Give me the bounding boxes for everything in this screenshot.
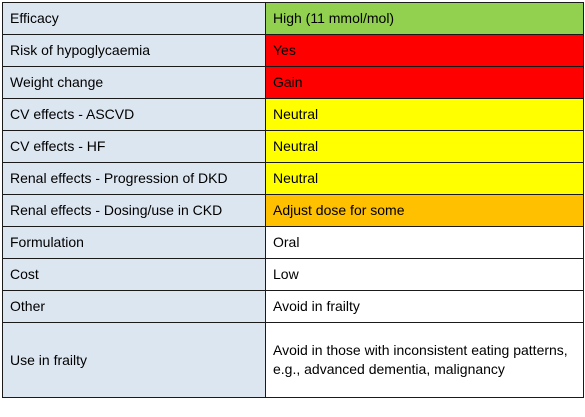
row-label: CV effects - HF xyxy=(2,130,266,163)
row-value: Avoid in frailty xyxy=(265,290,584,323)
row-label: Renal effects - Dosing/use in CKD xyxy=(2,194,266,227)
table-row-use-in-frailty: Use in frailty Avoid in those with incon… xyxy=(2,322,584,398)
table-row-cost: Cost Low xyxy=(2,258,584,291)
drug-profile-table: Efficacy High (11 mmol/mol) Risk of hypo… xyxy=(2,2,584,398)
row-label: Cost xyxy=(2,258,266,291)
row-label: CV effects - ASCVD xyxy=(2,98,266,131)
row-value: Adjust dose for some xyxy=(265,194,584,227)
row-label: Use in frailty xyxy=(2,322,266,398)
row-value: Yes xyxy=(265,34,584,67)
table-row-efficacy: Efficacy High (11 mmol/mol) xyxy=(2,2,584,35)
row-value: Neutral xyxy=(265,98,584,131)
table-row-renal-dosing-ckd: Renal effects - Dosing/use in CKD Adjust… xyxy=(2,194,584,227)
row-value: Low xyxy=(265,258,584,291)
row-label: Renal effects - Progression of DKD xyxy=(2,162,266,195)
row-label: Other xyxy=(2,290,266,323)
drug-profile-table-body: Efficacy High (11 mmol/mol) Risk of hypo… xyxy=(2,2,584,398)
row-value: Neutral xyxy=(265,130,584,163)
table-row-cv-effects-hf: CV effects - HF Neutral xyxy=(2,130,584,163)
row-value: Neutral xyxy=(265,162,584,195)
table-row-formulation: Formulation Oral xyxy=(2,226,584,259)
row-label: Formulation xyxy=(2,226,266,259)
table-row-weight-change: Weight change Gain xyxy=(2,66,584,99)
row-value: High (11 mmol/mol) xyxy=(265,2,584,35)
drug-profile-table-wrapper: Efficacy High (11 mmol/mol) Risk of hypo… xyxy=(2,2,584,398)
row-value: Avoid in those with inconsistent eating … xyxy=(265,322,584,398)
table-row-risk-of-hypoglycaemia: Risk of hypoglycaemia Yes xyxy=(2,34,584,67)
row-label: Risk of hypoglycaemia xyxy=(2,34,266,67)
row-value: Oral xyxy=(265,226,584,259)
table-row-renal-progression-dkd: Renal effects - Progression of DKD Neutr… xyxy=(2,162,584,195)
row-label: Efficacy xyxy=(2,2,266,35)
row-value: Gain xyxy=(265,66,584,99)
table-row-other: Other Avoid in frailty xyxy=(2,290,584,323)
row-label: Weight change xyxy=(2,66,266,99)
table-row-cv-effects-ascvd: CV effects - ASCVD Neutral xyxy=(2,98,584,131)
